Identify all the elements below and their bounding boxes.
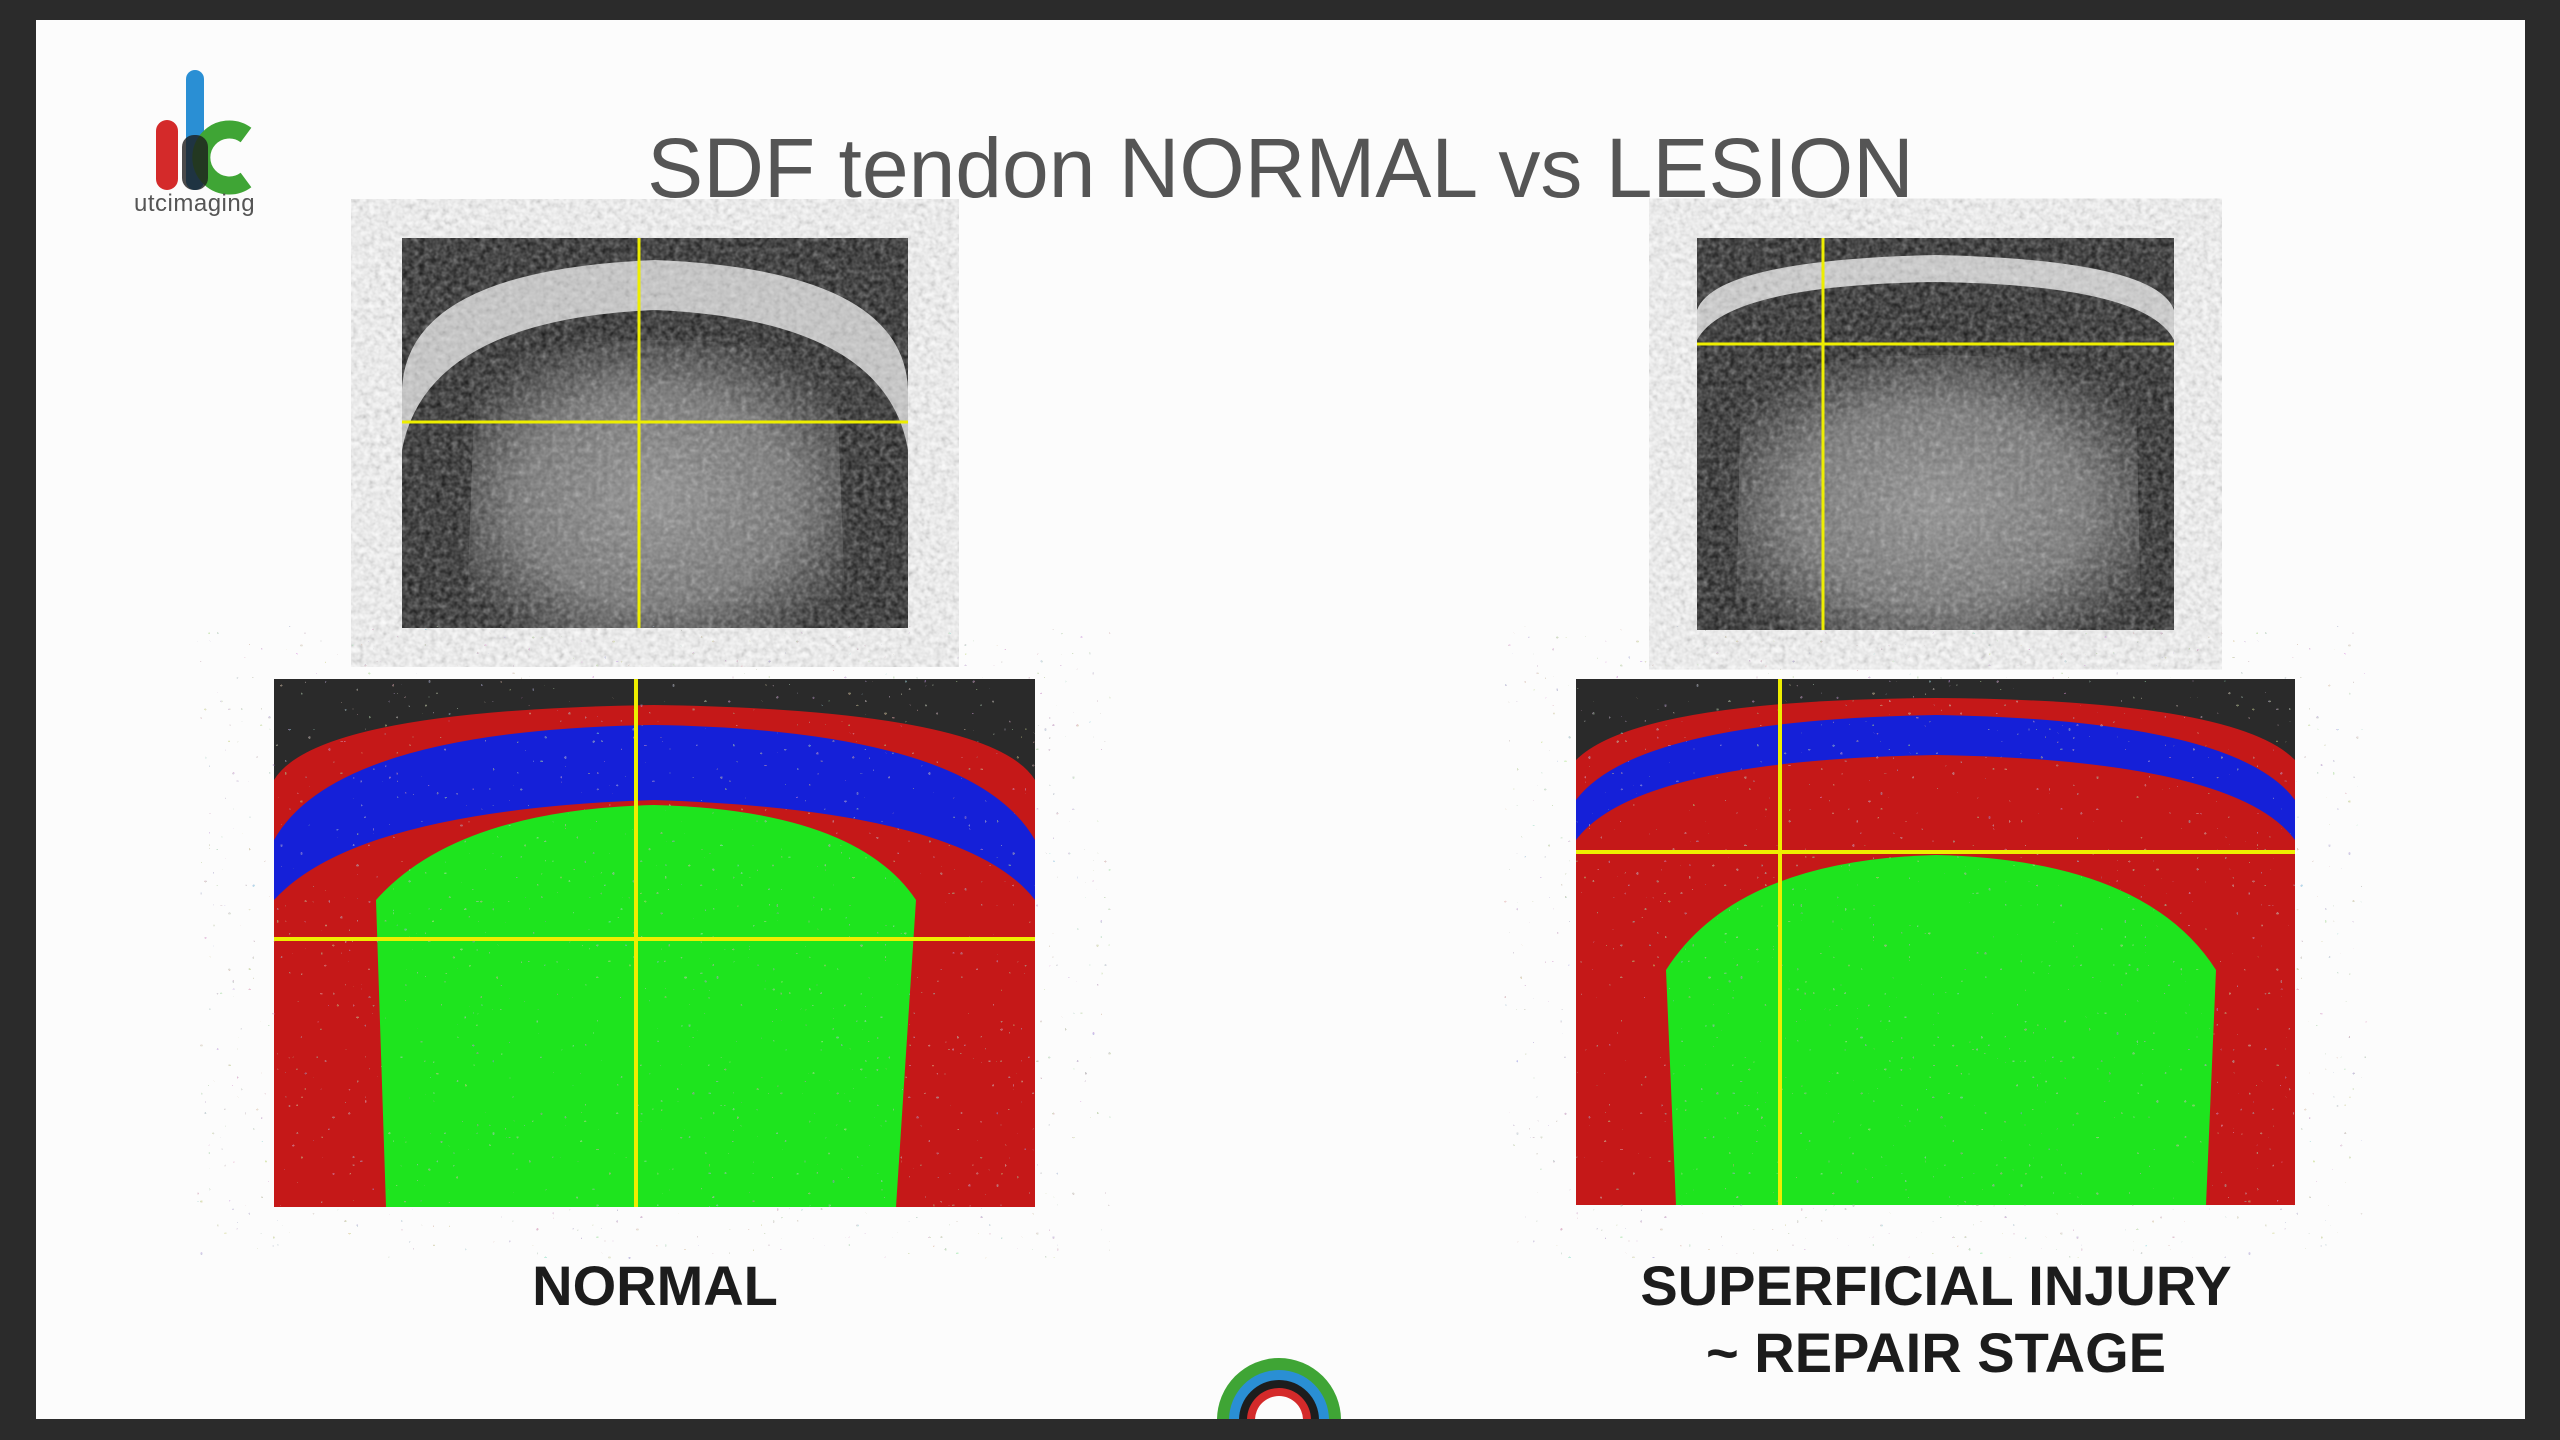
bottom-logo — [1217, 1358, 1341, 1419]
ultrasound-normal — [402, 238, 908, 628]
images — [274, 238, 2295, 1419]
label-line: SUPERFICIAL INJURY — [1640, 1254, 2232, 1317]
elastogram-normal — [274, 679, 1035, 1207]
panel-label: NORMAL — [532, 1254, 778, 1317]
panel-label: SUPERFICIAL INJURY ~ REPAIR STAGE — [1436, 1252, 2436, 1386]
label-line: ~ REPAIR STAGE — [1705, 1321, 2166, 1384]
slide-title: SDF tendon NORMAL vs LESION — [647, 121, 1914, 215]
slide: utcimaging SDF tendon NORMAL vs LESION — [36, 20, 2525, 1419]
ultrasound-lesion — [1697, 238, 2174, 630]
logo-text: utcimaging — [134, 190, 256, 217]
logo-mark — [156, 70, 252, 195]
elastogram-lesion — [1576, 679, 2295, 1205]
